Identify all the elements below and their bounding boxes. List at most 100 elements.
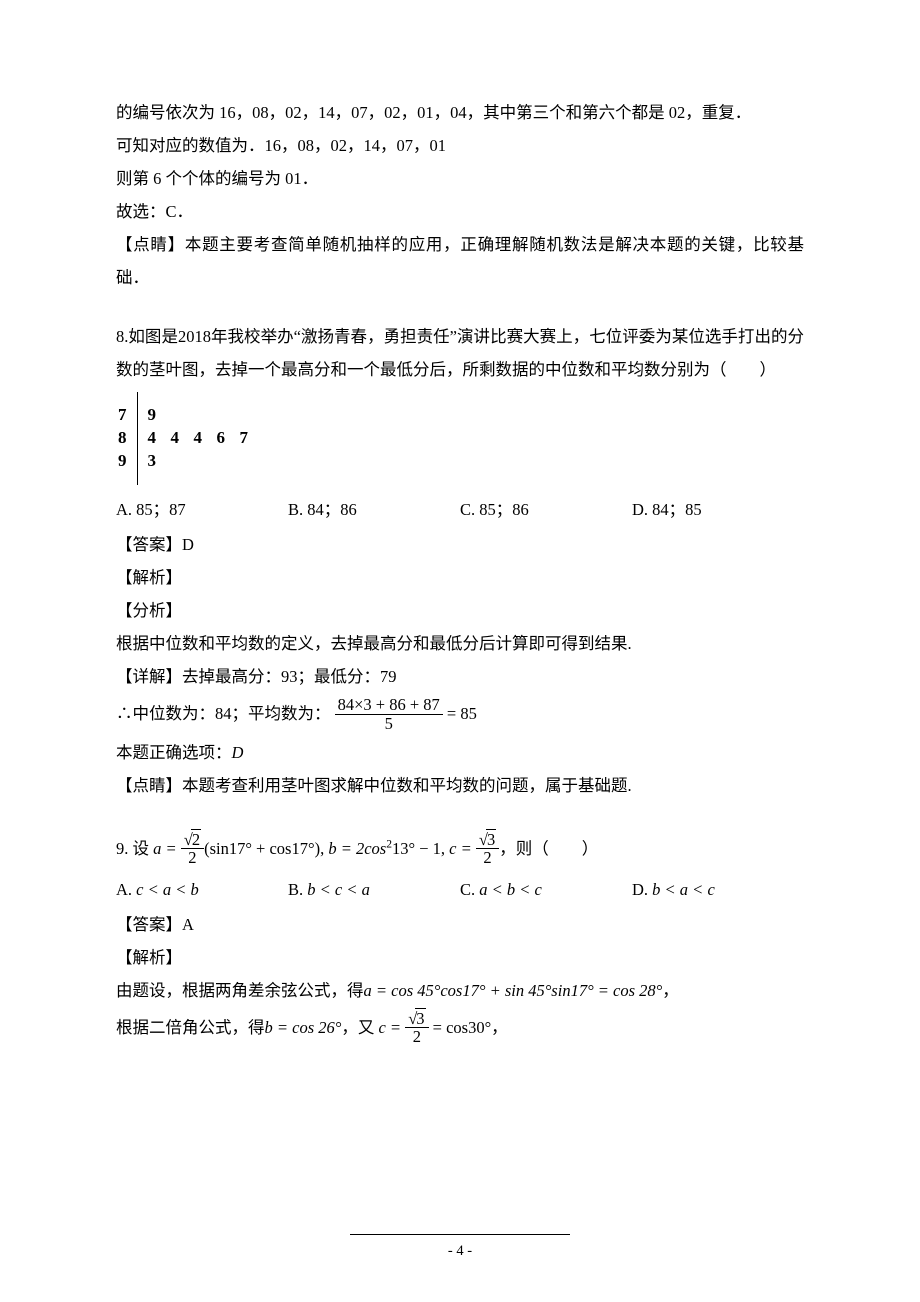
option-label: D. bbox=[632, 880, 652, 899]
denominator: 5 bbox=[335, 714, 443, 732]
denominator: 2 bbox=[476, 848, 499, 866]
median-mean-line: ∴中位数为：84；平均数为： 84×3 + 86 + 87 5 = 85 bbox=[116, 693, 804, 736]
leaf: 3 bbox=[148, 450, 251, 473]
text: 年我校举办“激扬青春，勇担责任”演讲比赛大赛上，七位评委为某位选手打出的分数的茎… bbox=[116, 327, 804, 379]
paragraph: 【点睛】本题主要考查简单随机抽样的应用，正确理解随机数法是解决本题的关键，比较基… bbox=[116, 228, 804, 294]
option-label: C. bbox=[460, 500, 479, 519]
options-row: A. 85；87 B. 84；86 C. 85；86 D. 84；85 bbox=[116, 493, 804, 526]
leaf: 4 4 4 6 7 bbox=[148, 427, 251, 450]
option-b: B. 84；86 bbox=[288, 493, 460, 526]
section-label: 【分析】 bbox=[116, 594, 804, 627]
page-number: - 4 - bbox=[448, 1243, 472, 1259]
stem: 9 bbox=[118, 450, 129, 473]
analysis-label: 【解析】 bbox=[116, 561, 804, 594]
option-d: D. 84；85 bbox=[632, 493, 804, 526]
option-text: b < a < c bbox=[652, 880, 715, 899]
fraction: 3 2 bbox=[476, 831, 499, 867]
dianjing: 【点睛】本题考查利用茎叶图求解中位数和平均数的问题，属于基础题. bbox=[116, 769, 804, 802]
question-number: 8. bbox=[116, 327, 128, 346]
option-text: 84；85 bbox=[652, 500, 702, 519]
numerator: 3 bbox=[476, 831, 499, 848]
option-text: a < b < c bbox=[479, 880, 542, 899]
radicand: 3 bbox=[486, 829, 496, 849]
denominator: 2 bbox=[405, 1027, 428, 1045]
text: 如图是 bbox=[128, 327, 178, 346]
numerator: 2 bbox=[181, 831, 204, 848]
math: 13° − 1, bbox=[392, 839, 445, 858]
text: ∴中位数为： bbox=[116, 704, 215, 723]
answer: 【答案】A bbox=[116, 908, 804, 941]
text: 设 bbox=[133, 839, 150, 858]
text: ， bbox=[491, 1018, 508, 1037]
stem: 8 bbox=[118, 427, 129, 450]
option-text: b < c < a bbox=[307, 880, 370, 899]
paragraph: 根据中位数和平均数的定义，去掉最高分和最低分后计算即可得到结果. bbox=[116, 627, 804, 660]
fraction: 2 2 bbox=[181, 831, 204, 867]
value: 93 bbox=[281, 667, 298, 686]
question-number: 9. bbox=[116, 839, 133, 858]
option-text: c < a < b bbox=[136, 880, 199, 899]
option-label: A. bbox=[116, 880, 136, 899]
analysis-label: 【解析】 bbox=[116, 941, 804, 974]
option-a: A. c < a < b bbox=[116, 873, 288, 906]
footer-rule bbox=[350, 1234, 570, 1235]
equals-value: = 85 bbox=[447, 704, 477, 723]
value: 79 bbox=[380, 667, 397, 686]
denominator: 2 bbox=[181, 848, 204, 866]
option-b: B. b < c < a bbox=[288, 873, 460, 906]
math: = cos30° bbox=[433, 1018, 492, 1037]
paragraph: 则第 6 个个体的编号为 01． bbox=[116, 162, 804, 195]
text: 根据二倍角公式，得 bbox=[116, 1018, 265, 1037]
paragraph: 故选：C． bbox=[116, 195, 804, 228]
option-c: C. a < b < c bbox=[460, 873, 632, 906]
text: ， bbox=[662, 981, 679, 1000]
answer: 【答案】D bbox=[116, 528, 804, 561]
option-label: A. bbox=[116, 500, 136, 519]
option-text: 85；86 bbox=[479, 500, 529, 519]
question-9-stem: 9. 设 a = 2 2 (sin17° + cos17°), b = 2cos… bbox=[116, 828, 804, 871]
value: D bbox=[232, 743, 244, 762]
math: (sin17° + cos17°), bbox=[204, 839, 324, 858]
text: 本题正确选项： bbox=[116, 743, 232, 762]
math: c = bbox=[449, 839, 472, 858]
fraction: 84×3 + 86 + 87 5 bbox=[335, 696, 443, 732]
question-8-stem: 8.如图是2018年我校举办“激扬青春，勇担责任”演讲比赛大赛上，七位评委为某位… bbox=[116, 320, 804, 386]
text: ；平均数为： bbox=[232, 704, 331, 723]
text: ；最低分： bbox=[298, 667, 381, 686]
year: 2018 bbox=[178, 327, 211, 346]
paragraph: 的编号依次为 16，08，02，14，07，02，01，04，其中第三个和第六个… bbox=[116, 96, 804, 129]
radicand: 2 bbox=[191, 829, 201, 849]
numerator: 84×3 + 86 + 87 bbox=[335, 696, 443, 713]
text: 去掉最高分： bbox=[182, 667, 281, 686]
options-row: A. c < a < b B. b < c < a C. a < b < c D… bbox=[116, 873, 804, 906]
math: b = cos 26° bbox=[265, 1018, 342, 1037]
math: a = cos 45°cos17° + sin 45°sin17° = cos … bbox=[364, 981, 663, 1000]
option-text: 85；87 bbox=[136, 500, 186, 519]
option-a: A. 85；87 bbox=[116, 493, 288, 526]
option-text: 84；86 bbox=[307, 500, 357, 519]
correct-option-line: 本题正确选项：D bbox=[116, 736, 804, 769]
math: b = 2cos bbox=[328, 839, 386, 858]
text: ，则（ ） bbox=[499, 839, 598, 858]
option-label: D. bbox=[632, 500, 652, 519]
value: 84 bbox=[215, 704, 232, 723]
detail-line: 【详解】去掉最高分：93；最低分：79 bbox=[116, 660, 804, 693]
page-footer: - 4 - bbox=[0, 1234, 920, 1266]
math: c = bbox=[378, 1018, 401, 1037]
fraction: 3 2 bbox=[405, 1010, 428, 1046]
stem-leaf-plot: 7 8 9 9 4 4 4 6 7 3 bbox=[116, 392, 804, 485]
option-label: B. bbox=[288, 500, 307, 519]
body-line: 由题设，根据两角差余弦公式，得a = cos 45°cos17° + sin 4… bbox=[116, 974, 804, 1007]
radicand: 3 bbox=[415, 1008, 425, 1028]
body-line: 根据二倍角公式，得b = cos 26°，又 c = 3 2 = cos30°， bbox=[116, 1007, 804, 1050]
text: ，又 bbox=[341, 1018, 374, 1037]
section-label: 【详解】 bbox=[116, 667, 182, 686]
math: a = bbox=[153, 839, 177, 858]
option-label: C. bbox=[460, 880, 479, 899]
numerator: 3 bbox=[405, 1010, 428, 1027]
option-label: B. bbox=[288, 880, 307, 899]
stem: 7 bbox=[118, 404, 129, 427]
paragraph: 可知对应的数值为．16，08，02，14，07，01 bbox=[116, 129, 804, 162]
text: 由题设，根据两角差余弦公式，得 bbox=[116, 981, 364, 1000]
option-d: D. b < a < c bbox=[632, 873, 804, 906]
